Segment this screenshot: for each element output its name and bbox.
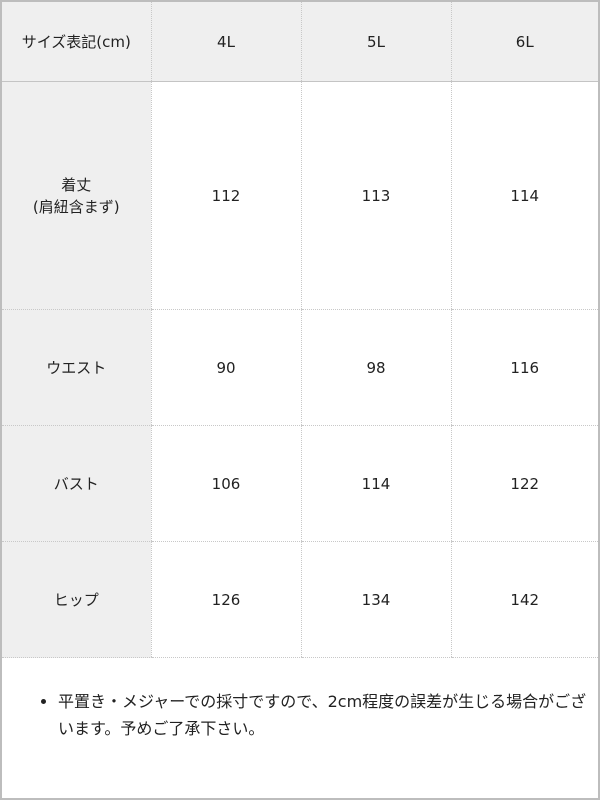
row-label: バスト (2, 425, 151, 542)
table-row: 着丈 (肩紐含まず) 112 113 114 (2, 81, 598, 310)
table-cell: 90 (150, 309, 301, 426)
measurement-note: 平置き・メジャーでの採寸ですので、2cm程度の誤差が生じる場合がございます。予め… (2, 658, 598, 742)
header-cell: 6L (450, 2, 598, 82)
header-cell: サイズ表記(cm) (2, 2, 151, 82)
table-cell: 114 (300, 425, 451, 542)
table-row: ウエスト 90 98 116 (2, 309, 598, 426)
size-table: サイズ表記(cm) 4L 5L 6L 着丈 (肩紐含まず) 112 113 114… (2, 2, 598, 658)
table-cell: 112 (150, 81, 301, 310)
table-cell: 122 (450, 425, 598, 542)
row-label: ウエスト (2, 309, 151, 426)
table-cell: 134 (300, 541, 451, 658)
table-row: バスト 106 114 122 (2, 425, 598, 542)
table-cell: 106 (150, 425, 301, 542)
table-cell: 116 (450, 309, 598, 426)
header-cell: 4L (150, 2, 301, 82)
table-cell: 126 (150, 541, 301, 658)
note-item: 平置き・メジャーでの採寸ですので、2cm程度の誤差が生じる場合がございます。予め… (58, 688, 598, 742)
table-cell: 113 (300, 81, 451, 310)
table-cell: 114 (450, 81, 598, 310)
table-cell: 142 (450, 541, 598, 658)
table-header-row: サイズ表記(cm) 4L 5L 6L (2, 2, 598, 82)
table-cell: 98 (300, 309, 451, 426)
header-cell: 5L (300, 2, 451, 82)
row-label: 着丈 (肩紐含まず) (2, 81, 151, 310)
row-label: ヒップ (2, 541, 151, 658)
table-row: ヒップ 126 134 142 (2, 541, 598, 658)
